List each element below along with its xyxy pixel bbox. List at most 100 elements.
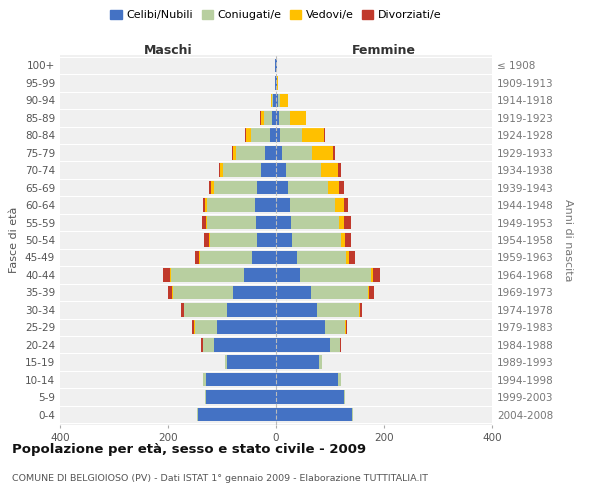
Bar bbox=[257, 181, 276, 194]
Bar bbox=[203, 373, 206, 386]
Bar bbox=[276, 128, 280, 142]
Bar bbox=[290, 111, 306, 124]
Bar bbox=[288, 181, 328, 194]
Bar bbox=[205, 198, 207, 212]
Bar bbox=[170, 268, 244, 281]
Bar bbox=[274, 94, 276, 107]
Bar bbox=[276, 320, 325, 334]
Bar bbox=[227, 356, 276, 369]
Text: COMUNE DI BELGIOIOSO (PV) - Dati ISTAT 1° gennaio 2009 - Elaborazione TUTTITALIA: COMUNE DI BELGIOIOSO (PV) - Dati ISTAT 1… bbox=[12, 474, 428, 483]
Bar bbox=[256, 198, 276, 212]
Bar bbox=[360, 303, 362, 316]
Bar bbox=[330, 338, 340, 351]
Bar bbox=[172, 286, 173, 299]
Bar bbox=[280, 128, 302, 142]
Bar bbox=[373, 268, 380, 281]
Bar bbox=[312, 146, 332, 160]
Bar bbox=[321, 164, 338, 177]
Bar bbox=[197, 408, 198, 422]
Bar bbox=[252, 250, 276, 264]
Bar bbox=[276, 338, 330, 351]
Bar bbox=[261, 111, 263, 124]
Bar bbox=[232, 146, 233, 160]
Bar bbox=[219, 164, 220, 177]
Bar bbox=[207, 198, 256, 212]
Bar bbox=[202, 216, 206, 230]
Bar bbox=[296, 250, 346, 264]
Bar bbox=[208, 216, 256, 230]
Bar bbox=[202, 338, 203, 351]
Bar bbox=[272, 111, 276, 124]
Bar bbox=[276, 233, 292, 247]
Bar bbox=[220, 164, 223, 177]
Bar bbox=[301, 268, 371, 281]
Bar bbox=[319, 356, 322, 369]
Bar bbox=[371, 268, 373, 281]
Bar bbox=[211, 181, 214, 194]
Bar bbox=[346, 320, 347, 334]
Bar bbox=[323, 128, 325, 142]
Text: Maschi: Maschi bbox=[143, 44, 193, 57]
Bar bbox=[227, 303, 276, 316]
Bar bbox=[163, 268, 170, 281]
Bar bbox=[276, 373, 338, 386]
Bar bbox=[276, 164, 286, 177]
Bar bbox=[290, 198, 335, 212]
Bar bbox=[352, 408, 353, 422]
Bar bbox=[338, 164, 341, 177]
Bar bbox=[276, 356, 319, 369]
Bar bbox=[245, 128, 247, 142]
Bar bbox=[339, 181, 343, 194]
Bar bbox=[335, 198, 343, 212]
Text: Femmine: Femmine bbox=[352, 44, 416, 57]
Bar bbox=[233, 146, 235, 160]
Bar bbox=[225, 356, 227, 369]
Bar bbox=[277, 76, 278, 90]
Bar bbox=[292, 233, 341, 247]
Bar bbox=[198, 408, 276, 422]
Bar bbox=[276, 216, 291, 230]
Bar bbox=[217, 320, 276, 334]
Text: Popolazione per età, sesso e stato civile - 2009: Popolazione per età, sesso e stato civil… bbox=[12, 442, 366, 456]
Bar bbox=[256, 216, 276, 230]
Bar bbox=[280, 94, 289, 107]
Bar bbox=[244, 268, 276, 281]
Bar bbox=[341, 233, 345, 247]
Bar bbox=[173, 286, 233, 299]
Bar bbox=[368, 286, 370, 299]
Bar bbox=[233, 286, 276, 299]
Bar bbox=[332, 146, 335, 160]
Bar bbox=[205, 390, 206, 404]
Legend: Celibi/Nubili, Coniugati/e, Vedovi/e, Divorziati/e: Celibi/Nubili, Coniugati/e, Vedovi/e, Di… bbox=[106, 6, 446, 25]
Bar bbox=[311, 286, 368, 299]
Bar bbox=[345, 233, 350, 247]
Bar bbox=[338, 373, 341, 386]
Bar bbox=[328, 181, 339, 194]
Bar bbox=[275, 58, 276, 72]
Bar bbox=[181, 303, 184, 316]
Bar bbox=[235, 146, 265, 160]
Bar bbox=[204, 233, 209, 247]
Bar bbox=[263, 111, 272, 124]
Bar bbox=[343, 198, 348, 212]
Bar bbox=[257, 233, 276, 247]
Bar bbox=[271, 94, 272, 107]
Bar bbox=[283, 146, 312, 160]
Bar bbox=[195, 320, 217, 334]
Bar bbox=[276, 408, 352, 422]
Bar bbox=[276, 94, 278, 107]
Bar bbox=[276, 250, 296, 264]
Bar bbox=[276, 286, 311, 299]
Bar bbox=[192, 320, 194, 334]
Bar bbox=[278, 94, 280, 107]
Bar bbox=[359, 303, 360, 316]
Bar bbox=[168, 286, 172, 299]
Bar bbox=[276, 76, 277, 90]
Bar bbox=[276, 146, 283, 160]
Bar bbox=[275, 76, 276, 90]
Bar bbox=[370, 286, 374, 299]
Bar bbox=[184, 303, 227, 316]
Bar bbox=[276, 268, 301, 281]
Bar bbox=[325, 320, 345, 334]
Bar bbox=[276, 303, 317, 316]
